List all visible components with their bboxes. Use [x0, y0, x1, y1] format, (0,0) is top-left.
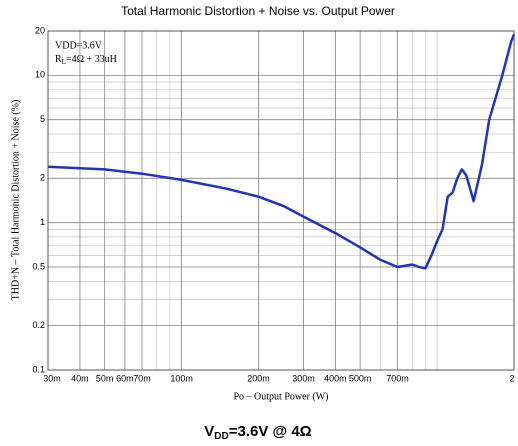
x-tick-label: 30m [43, 373, 61, 383]
annotation: VDD=3.6V [55, 40, 103, 51]
x-axis-title: Po – Output Power (W) [234, 391, 329, 402]
y-axis-title: THD+N – Total Harmonic Distortion + Nois… [10, 100, 21, 301]
x-tick-label: 60m [116, 373, 134, 383]
data-line [47, 33, 516, 270]
y-tick-label: 20 [35, 25, 45, 35]
y-tick-label: 0.5 [32, 261, 45, 271]
y-tick-label: 0.2 [32, 320, 45, 330]
plot-frame [47, 30, 515, 371]
y-tick-label: 10 [35, 70, 45, 80]
annotation-part: =4Ω + 33uH [66, 54, 117, 65]
x-tick-label: 400m [324, 373, 347, 383]
annotation: RL=4Ω + 33uH [55, 54, 117, 65]
x-tick-label: 100m [170, 373, 193, 383]
y-tick-label: 2 [40, 173, 45, 183]
x-tick-label: 40m [71, 373, 89, 383]
y-tick-label: 5 [40, 114, 45, 124]
x-tick-label: 700m [386, 373, 409, 383]
chart-title: Total Harmonic Distortion + Noise vs. Ou… [121, 4, 395, 18]
x-tick-label: 500m [349, 373, 372, 383]
y-tick-label: 0.1 [32, 364, 45, 374]
caption-part: =3.6V @ 4Ω [229, 423, 312, 440]
x-tick-label: 300m [292, 373, 315, 383]
annotation-part: R [55, 54, 62, 65]
x-tick-label: 2 [509, 373, 514, 383]
caption: VDD=3.6V @ 4Ω [204, 423, 311, 442]
x-tick-label: 200m [247, 373, 270, 383]
caption-sub: DD [214, 431, 228, 442]
x-tick-label: 50m [96, 373, 114, 383]
caption-part: V [204, 423, 214, 440]
x-tick-label: 70m [133, 373, 151, 383]
annotation-sub: L [62, 58, 66, 66]
y-tick-label: 1 [40, 217, 45, 227]
